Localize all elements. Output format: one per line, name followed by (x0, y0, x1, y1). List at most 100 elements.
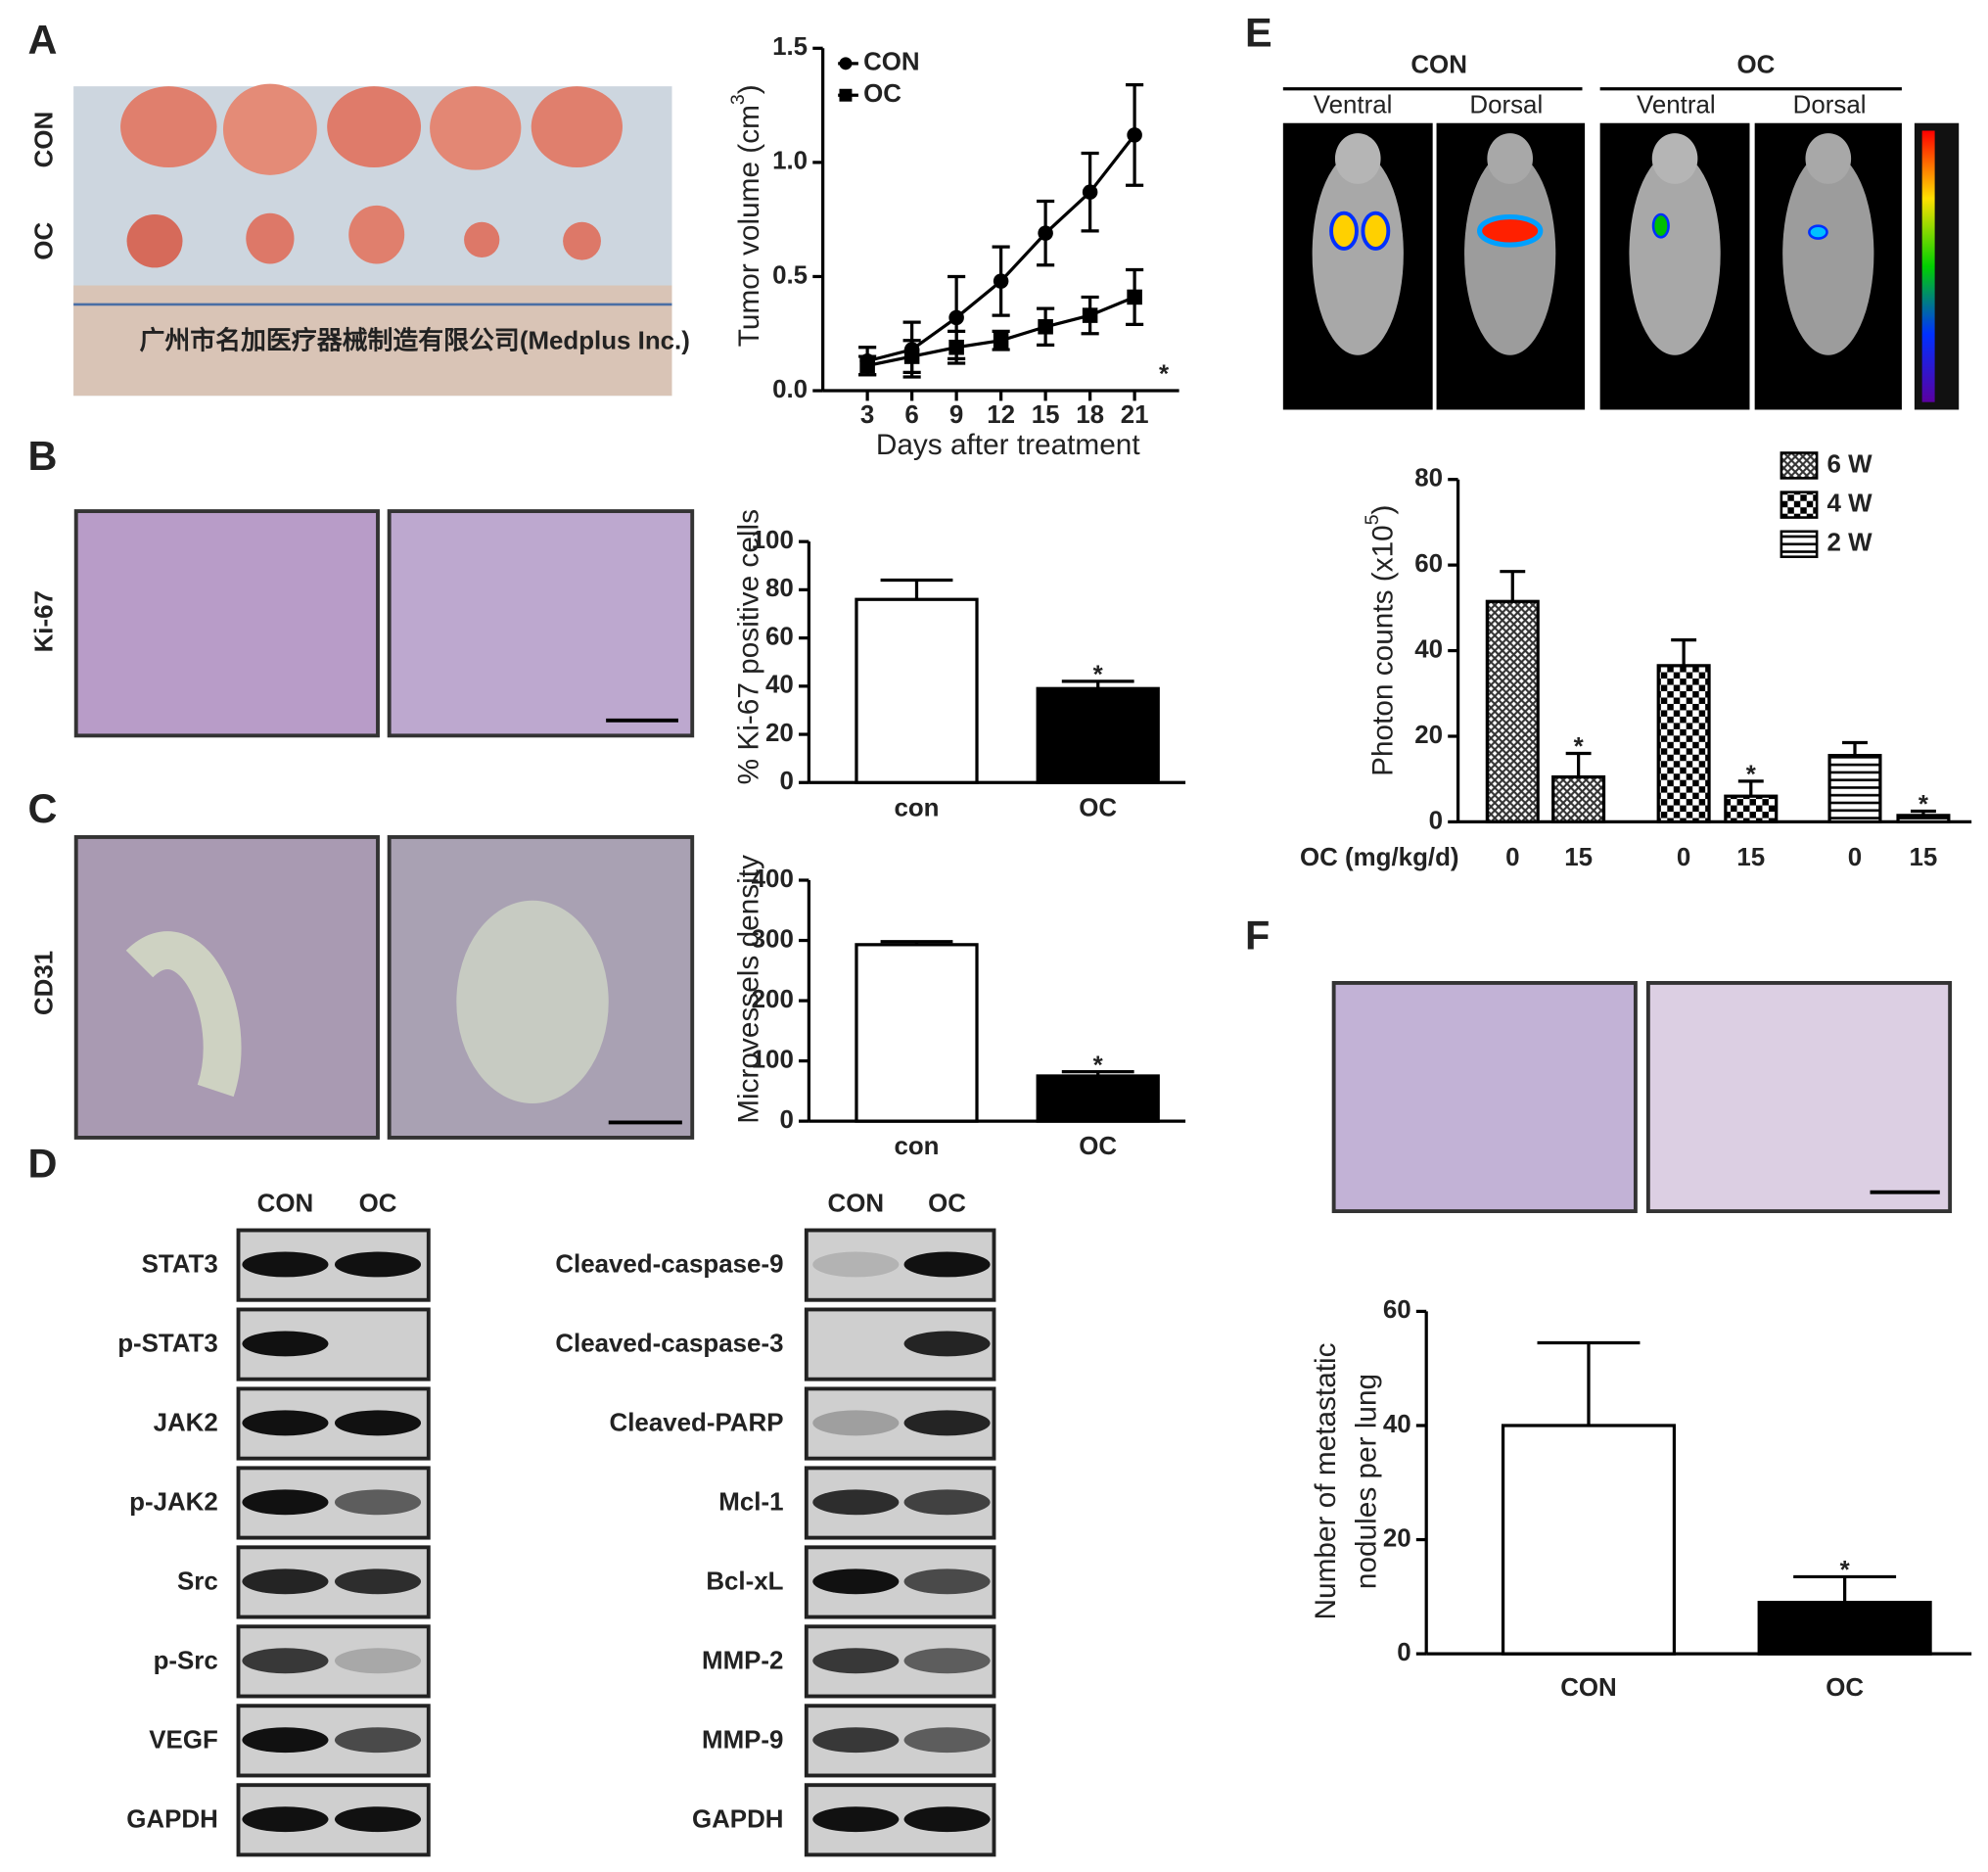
y-tick-label: 60 (1414, 550, 1443, 578)
legend-marker (839, 88, 853, 102)
protein-label: Mcl-1 (718, 1488, 783, 1516)
blot-band (812, 1806, 900, 1833)
row-label: OC (30, 222, 58, 260)
data-point (903, 349, 920, 364)
bar (1656, 664, 1711, 824)
data-point (1038, 225, 1053, 241)
blot-band (334, 1410, 422, 1436)
x-tick-label: 15 (1736, 844, 1765, 871)
blot-band (334, 1727, 422, 1754)
protein-label: MMP-9 (702, 1726, 783, 1754)
protein-label: Cleaved-caspase-3 (555, 1331, 783, 1358)
tumor-photo: 广州市名加医疗器械制造有限公司(Medplus Inc.) (73, 83, 690, 397)
blot-band (903, 1727, 991, 1754)
data-point (993, 332, 1009, 349)
bar (855, 943, 979, 1123)
legend-marker (839, 57, 853, 70)
blot-band (812, 1648, 900, 1674)
y-tick-label: 20 (1383, 1524, 1411, 1552)
svg-text:广州市名加医疗器械制造有限公司(Medplus Inc.): 广州市名加医疗器械制造有限公司(Medplus Inc.) (139, 326, 689, 355)
x-tick-label: CON (1560, 1674, 1617, 1702)
axis-title: Photon counts (x105) (1362, 505, 1399, 776)
annotation: * (1574, 733, 1585, 761)
data-point (948, 309, 964, 326)
legend-label: 2 W (1826, 530, 1872, 557)
axis-title-superscript: 5 (1362, 514, 1383, 525)
legend-label: CON (863, 49, 920, 76)
bar (1036, 1074, 1160, 1123)
blot-band (334, 1251, 422, 1278)
protein-label: VEGF (149, 1726, 218, 1754)
y-tick-label: 100 (752, 1046, 794, 1073)
y-tick-label: 1.5 (772, 33, 808, 61)
axis-title: Microvessels density (733, 855, 765, 1124)
y-tick-label: 60 (1383, 1296, 1411, 1324)
group-label: OC (1737, 51, 1776, 78)
blot-band (812, 1489, 900, 1516)
protein-label: GAPDH (692, 1805, 783, 1833)
western-blots: STAT3 p-STAT3 JAK2 p-JAK2 Src p-Src VEGF GAPDH C… (117, 1228, 996, 1857)
ihc-image (73, 509, 380, 738)
legend-swatch (1780, 530, 1819, 559)
y-tick-label: 0.0 (772, 376, 808, 403)
blot-band (242, 1251, 329, 1278)
blot-band (812, 1410, 900, 1436)
protein-label: Bcl-xL (706, 1568, 783, 1595)
mouse-images (1282, 122, 1960, 410)
lane-label: CON (828, 1190, 885, 1217)
y-tick-label: 40 (1383, 1411, 1411, 1438)
stain-label: Ki-67 (30, 590, 58, 652)
x-tick-label: 15 (1032, 401, 1060, 429)
y-tick-label: 300 (752, 925, 794, 953)
histology-image (1645, 980, 1953, 1214)
y-tick-label: 100 (752, 527, 794, 554)
y-tick-label: 0.5 (772, 261, 808, 289)
blot-band (242, 1331, 329, 1357)
view-label: Dorsal (1793, 92, 1867, 119)
blot-band (812, 1568, 900, 1595)
data-point (993, 273, 1009, 289)
panel-letter: B (27, 433, 57, 479)
annotation: * (1159, 360, 1170, 388)
axis-title: % Ki-67 positive cells (733, 509, 765, 784)
axis-title-suffix: ) (1366, 505, 1399, 515)
legend-label: OC (863, 80, 902, 108)
blot-band (242, 1727, 329, 1754)
axis-title-text: Tumor volume (cm (733, 105, 765, 347)
bar (1724, 794, 1779, 824)
axis-title: Tumor volume (cm3) (727, 84, 764, 347)
y-tick-label: 40 (765, 672, 794, 699)
blot-band (903, 1806, 991, 1833)
y-tick-label: 0 (779, 1106, 793, 1134)
x-tick-label: OC (1079, 1133, 1117, 1160)
x-tick-label: con (894, 794, 939, 821)
data-point (948, 339, 964, 355)
x-tick-label: 3 (860, 401, 874, 429)
bar (1896, 814, 1951, 824)
blot-band (334, 1648, 422, 1674)
blot-band (903, 1568, 991, 1595)
y-tick-label: 200 (752, 986, 794, 1013)
data-point (1127, 127, 1142, 143)
y-tick-label: 80 (1414, 465, 1443, 492)
x-tick-label: 21 (1121, 401, 1149, 429)
legend-label: 4 W (1826, 490, 1872, 517)
y-tick-label: 20 (765, 720, 794, 747)
panel-letter: C (27, 785, 57, 831)
blot-band (903, 1410, 991, 1436)
y-tick-label: 400 (752, 866, 794, 893)
x-tick-label: 12 (987, 401, 1015, 429)
data-point (1082, 184, 1098, 200)
protein-label: p-STAT3 (117, 1331, 218, 1358)
protein-label: Cleaved-caspase-9 (555, 1251, 783, 1279)
x-tick-label: 0 (1505, 844, 1519, 871)
lane-label: OC (928, 1190, 966, 1217)
x-tick-label: OC (1079, 794, 1117, 821)
blot-band (903, 1331, 991, 1357)
view-label: Ventral (1314, 92, 1393, 119)
ihc-image (387, 509, 695, 738)
bar (1757, 1601, 1932, 1656)
axis-title: Number of metastatic (1310, 1342, 1342, 1619)
